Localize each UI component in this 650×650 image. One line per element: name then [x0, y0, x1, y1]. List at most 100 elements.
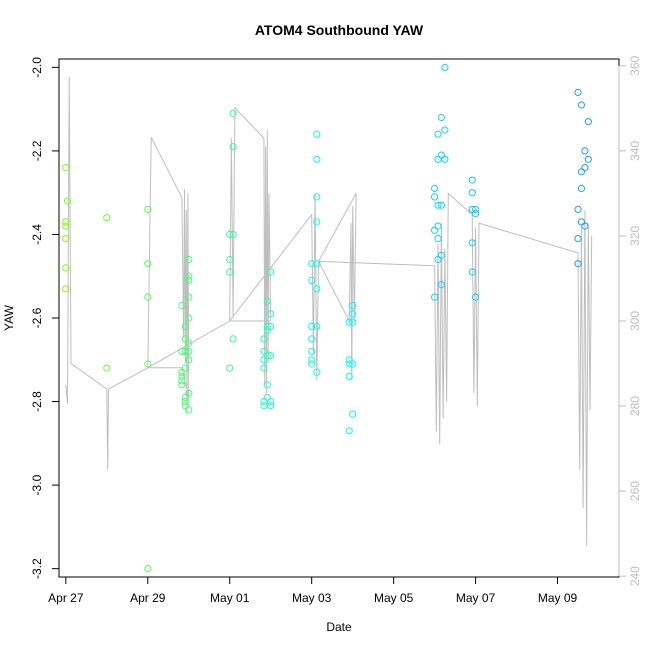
data-point: [468, 239, 476, 247]
plot-frame: [58, 58, 620, 578]
data-point: [441, 155, 449, 163]
data-point: [468, 268, 476, 276]
data-point: [181, 335, 189, 343]
y2-tick-label: 280: [628, 396, 642, 416]
data-point: [267, 402, 275, 410]
data-point: [308, 322, 316, 330]
data-point: [103, 214, 111, 222]
data-point: [345, 356, 353, 364]
data-point: [267, 397, 275, 406]
x-tick-label: May 05: [374, 591, 414, 605]
data-point: [185, 314, 193, 322]
data-point: [431, 184, 439, 193]
data-point: [437, 251, 445, 259]
y2-tick-label: 340: [628, 141, 642, 161]
data-point: [62, 235, 70, 243]
data-point: [229, 143, 237, 151]
data-point: [308, 260, 316, 268]
data-point: [185, 293, 193, 301]
data-point: [226, 364, 234, 372]
data-point: [185, 347, 193, 355]
data-point: [441, 126, 449, 134]
data-point: [349, 310, 357, 318]
data-point: [62, 164, 70, 172]
x-tick-label: Apr 27: [48, 591, 84, 605]
data-point: [185, 339, 193, 347]
points-layer: [62, 63, 592, 573]
data-point: [437, 281, 445, 289]
data-point: [63, 197, 72, 205]
data-point: [181, 322, 189, 330]
data-point: [185, 356, 193, 364]
data-point: [229, 230, 237, 239]
data-point: [313, 285, 321, 293]
data-point: [574, 205, 582, 213]
data-point: [144, 205, 152, 213]
data-point: [178, 381, 186, 389]
data-point: [577, 101, 586, 109]
data-point: [260, 364, 268, 372]
data-point: [185, 276, 193, 284]
data-point: [62, 264, 70, 272]
data-point: [263, 381, 271, 389]
y-tick-label: -3.0: [30, 474, 44, 495]
data-point: [226, 268, 234, 276]
data-point: [267, 268, 275, 276]
data-point: [584, 118, 592, 126]
data-point: [181, 397, 189, 406]
x-tick-label: May 09: [538, 591, 578, 605]
data-point: [178, 372, 186, 381]
data-point: [577, 184, 586, 193]
y-tick-label: -2.4: [30, 224, 44, 245]
data-point: [62, 285, 70, 293]
y2-tick-label: 240: [628, 566, 642, 586]
data-point: [434, 235, 442, 243]
data-point: [62, 222, 70, 230]
data-point: [434, 201, 442, 209]
data-point: [345, 427, 353, 435]
data-point: [263, 352, 271, 360]
data-point: [181, 393, 189, 401]
data-point: [308, 356, 316, 364]
data-point: [581, 222, 589, 230]
data-point: [431, 193, 439, 201]
data-point: [313, 218, 321, 226]
series-line-layer: [65, 76, 593, 547]
data-point: [308, 335, 316, 343]
data-point: [144, 260, 152, 268]
data-point: [437, 201, 445, 209]
data-point: [437, 113, 445, 122]
x-axis-label: Date: [326, 620, 352, 634]
data-point: [185, 389, 193, 397]
data-point: [472, 210, 480, 218]
chart-title: ATOM4 Southbound YAW: [255, 22, 424, 38]
data-point: [267, 322, 275, 330]
y2-tick-label: 300: [628, 311, 642, 331]
data-point: [263, 297, 271, 305]
data-point: [185, 272, 193, 280]
data-point: [308, 360, 316, 368]
data-point: [349, 318, 357, 326]
y-tick-label: -2.2: [30, 140, 44, 161]
data-point: [468, 189, 476, 197]
data-point: [437, 151, 445, 159]
data-point: [574, 260, 582, 268]
data-point: [267, 310, 275, 318]
data-point: [313, 368, 321, 376]
data-point: [178, 301, 186, 310]
data-point: [103, 364, 111, 372]
data-point: [345, 372, 353, 381]
data-point: [226, 255, 234, 264]
data-point: [181, 402, 189, 410]
data-point: [308, 276, 316, 284]
data-point: [472, 293, 480, 301]
data-point: [313, 260, 321, 268]
data-point: [260, 335, 268, 343]
data-point: [349, 410, 357, 418]
data-point: [349, 301, 357, 310]
data-point: [431, 226, 439, 234]
data-point: [178, 377, 186, 385]
data-point: [434, 222, 442, 230]
data-point: [584, 155, 592, 163]
